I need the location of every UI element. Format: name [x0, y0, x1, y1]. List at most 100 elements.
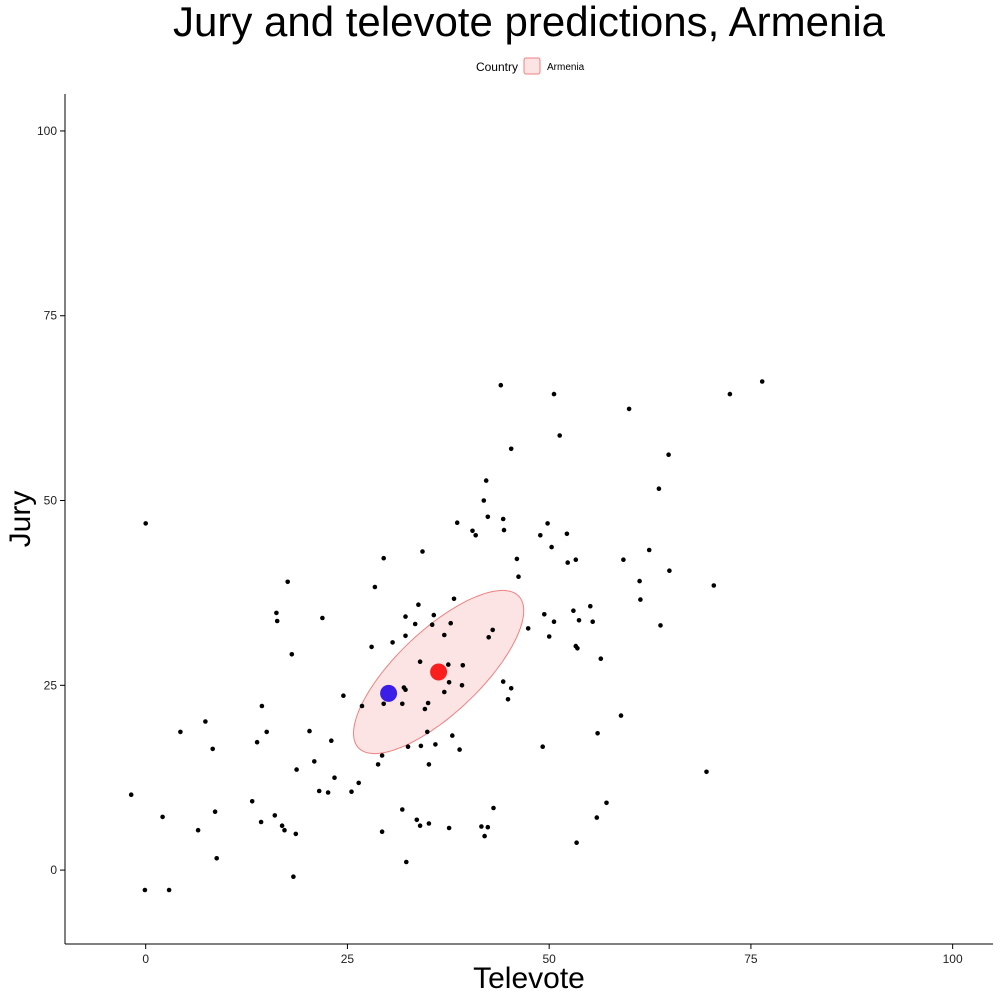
data-point — [375, 762, 381, 767]
data-point — [727, 391, 733, 397]
data-point — [178, 729, 183, 735]
data-point — [431, 612, 437, 618]
data-point — [429, 622, 435, 627]
y-axis-title: Jury — [4, 491, 37, 548]
data-point — [359, 703, 365, 709]
data-point — [258, 819, 264, 825]
x-tick-label: 0 — [142, 952, 149, 966]
data-point — [473, 533, 479, 538]
data-point — [486, 635, 492, 640]
data-point — [545, 521, 550, 526]
plot-area — [128, 379, 765, 893]
x-axis-title: Televote — [473, 962, 585, 995]
data-point — [666, 452, 671, 458]
data-point — [381, 701, 387, 707]
data-point — [422, 706, 428, 712]
legend-label-armenia: Armenia — [547, 62, 585, 73]
data-point — [254, 739, 260, 745]
data-point — [481, 498, 487, 503]
data-point — [249, 799, 255, 804]
data-point — [307, 728, 312, 734]
data-point — [448, 620, 454, 626]
data-point — [638, 597, 643, 602]
data-point — [412, 621, 418, 627]
data-point — [460, 663, 466, 668]
data-point — [433, 742, 438, 747]
data-point — [403, 687, 408, 692]
data-point — [500, 679, 506, 684]
data-point — [372, 584, 378, 590]
data-point — [501, 527, 507, 533]
data-point — [417, 659, 423, 664]
data-point — [341, 693, 346, 698]
data-point — [320, 615, 325, 621]
data-point — [400, 701, 405, 707]
data-point — [214, 856, 219, 861]
data-point — [379, 829, 385, 834]
data-point — [160, 814, 165, 820]
legend: Country Armenia — [476, 57, 585, 75]
data-point — [454, 520, 460, 525]
data-point — [332, 775, 337, 780]
data-point — [417, 823, 423, 828]
legend-swatch-armenia — [523, 57, 541, 75]
data-point — [294, 767, 299, 772]
data-point — [514, 556, 520, 562]
data-point — [418, 743, 424, 749]
data-point — [414, 817, 420, 823]
data-point — [274, 618, 280, 624]
data-point — [316, 788, 322, 794]
data-point — [259, 703, 265, 709]
data-point — [128, 792, 134, 797]
data-point — [516, 574, 521, 579]
data-point — [540, 744, 545, 749]
data-point — [272, 813, 278, 818]
data-point — [573, 557, 579, 562]
highlight-point-1 — [380, 684, 398, 702]
data-point — [426, 762, 432, 767]
data-point — [759, 379, 765, 384]
data-point — [505, 697, 511, 702]
data-point — [212, 809, 218, 814]
data-point — [166, 887, 172, 893]
x-tick-label: 100 — [943, 952, 963, 966]
y-tick-label: 50 — [44, 494, 58, 508]
data-point — [142, 887, 148, 893]
data-point — [571, 608, 576, 613]
y-tick-label: 100 — [37, 124, 57, 138]
data-point — [482, 833, 487, 839]
data-point — [312, 759, 317, 764]
data-point — [325, 790, 331, 795]
x-tick-label: 25 — [341, 952, 355, 966]
data-point — [289, 652, 295, 657]
data-point — [483, 478, 489, 483]
x-tick-label: 75 — [744, 952, 758, 966]
data-point — [479, 824, 484, 829]
data-point — [508, 686, 514, 691]
data-point — [498, 382, 504, 388]
data-point — [542, 612, 547, 617]
data-point — [575, 646, 580, 651]
data-point — [425, 700, 431, 706]
data-point — [588, 603, 593, 609]
data-point — [590, 619, 595, 624]
data-point — [646, 547, 652, 553]
data-point — [285, 579, 291, 585]
data-point — [485, 824, 491, 830]
data-point — [403, 633, 408, 639]
data-point — [637, 578, 642, 584]
data-point — [618, 713, 624, 718]
chart-title: Jury and televote predictions, Armenia — [173, 0, 886, 45]
data-point — [594, 815, 600, 820]
data-point — [195, 827, 201, 833]
data-point — [379, 753, 385, 758]
data-point — [598, 656, 604, 661]
data-point — [416, 602, 421, 607]
y-tick-label: 0 — [50, 863, 57, 877]
data-point — [546, 634, 552, 639]
data-point — [491, 805, 496, 811]
data-point — [450, 733, 455, 738]
data-point — [551, 619, 557, 624]
data-point — [264, 729, 270, 735]
